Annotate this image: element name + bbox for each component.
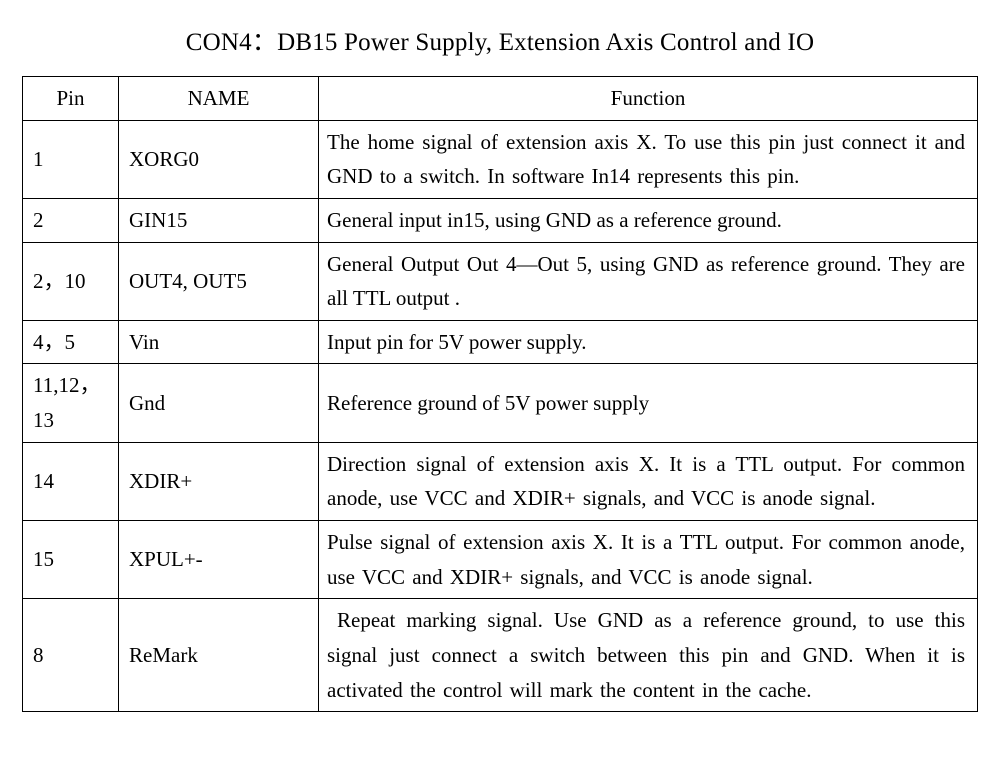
table-row: 8 ReMark Repeat marking signal. Use GND … (23, 599, 978, 712)
table-header-row: Pin NAME Function (23, 77, 978, 121)
cell-pin: 4，5 (23, 320, 119, 364)
table-row: 14 XDIR+ Direction signal of extension a… (23, 442, 978, 520)
cell-function: Input pin for 5V power supply. (319, 320, 978, 364)
cell-name: Vin (119, 320, 319, 364)
cell-name: OUT4, OUT5 (119, 242, 319, 320)
document-page: CON4：DB15 Power Supply, Extension Axis C… (0, 0, 1000, 742)
page-title: CON4：DB15 Power Supply, Extension Axis C… (22, 22, 978, 58)
cell-pin: 1 (23, 120, 119, 198)
table-row: 11,12，13 Gnd Reference ground of 5V powe… (23, 364, 978, 442)
cell-function: Pulse signal of extension axis X. It is … (319, 521, 978, 599)
pinout-table: Pin NAME Function 1 XORG0 The home signa… (22, 76, 978, 712)
table-row: 15 XPUL+- Pulse signal of extension axis… (23, 521, 978, 599)
table-row: 2，10 OUT4, OUT5 General Output Out 4—Out… (23, 242, 978, 320)
cell-function: Reference ground of 5V power supply (319, 364, 978, 442)
table-row: 2 GIN15 General input in15, using GND as… (23, 198, 978, 242)
cell-pin: 11,12，13 (23, 364, 119, 442)
column-header-function: Function (319, 77, 978, 121)
cell-function: General input in15, using GND as a refer… (319, 198, 978, 242)
cell-name: GIN15 (119, 198, 319, 242)
cell-name: Gnd (119, 364, 319, 442)
cell-pin: 8 (23, 599, 119, 712)
cell-function: General Output Out 4—Out 5, using GND as… (319, 242, 978, 320)
cell-name: XORG0 (119, 120, 319, 198)
cell-function: Direction signal of extension axis X. It… (319, 442, 978, 520)
table-row: 4，5 Vin Input pin for 5V power supply. (23, 320, 978, 364)
cell-name: ReMark (119, 599, 319, 712)
cell-function: The home signal of extension axis X. To … (319, 120, 978, 198)
cell-function: Repeat marking signal. Use GND as a refe… (319, 599, 978, 712)
cell-name: XDIR+ (119, 442, 319, 520)
cell-pin: 2，10 (23, 242, 119, 320)
table-row: 1 XORG0 The home signal of extension axi… (23, 120, 978, 198)
cell-name: XPUL+- (119, 521, 319, 599)
cell-pin: 14 (23, 442, 119, 520)
cell-pin: 2 (23, 198, 119, 242)
column-header-pin: Pin (23, 77, 119, 121)
cell-pin: 15 (23, 521, 119, 599)
column-header-name: NAME (119, 77, 319, 121)
